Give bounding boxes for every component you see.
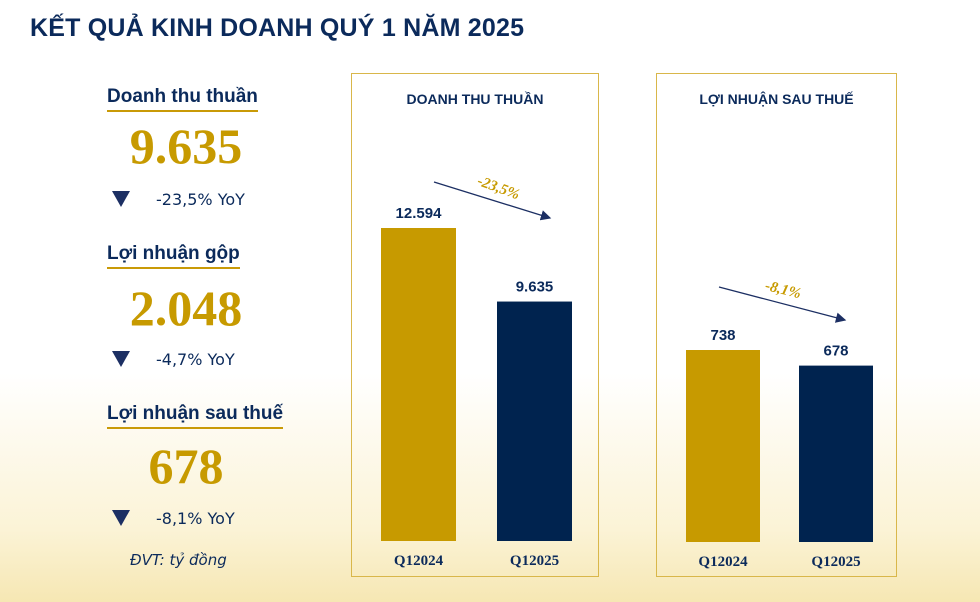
down-triangle-icon xyxy=(112,350,130,367)
bar-Q12024 xyxy=(686,350,760,542)
kpi-yoy: -4,7% YoY xyxy=(156,350,235,369)
category-label: Q12024 xyxy=(698,554,748,570)
data-label: 738 xyxy=(710,327,735,344)
kpi-label: Doanh thu thuần xyxy=(107,86,258,112)
bar-Q12024 xyxy=(381,228,456,541)
change-annotation: -8,1% xyxy=(763,278,802,302)
data-label: 12.594 xyxy=(396,205,443,222)
kpi-label: Lợi nhuận sau thuế xyxy=(107,403,284,429)
category-label: Q12025 xyxy=(811,554,860,570)
kpi-yoy: -23,5% YoY xyxy=(156,190,245,209)
chart-net-profit: LỢI NHUẬN SAU THUẾ 738 Q12024 678 Q12025 -8,1… xyxy=(656,73,897,577)
page-title: KẾT QUẢ KINH DOANH QUÝ 1 NĂM 2025 xyxy=(30,14,525,42)
change-annotation: -23,5% xyxy=(475,173,522,203)
down-triangle-icon xyxy=(112,190,130,207)
kpi-value: 9.635 xyxy=(129,118,243,174)
trend-arrow xyxy=(718,286,847,323)
kpi-value: 678 xyxy=(148,438,224,494)
chart-svg: DOANH THU THUẦN 12.594 Q12024 9.635 Q12025 -2… xyxy=(381,91,572,569)
unit-note: ĐVT: tỷ đồng xyxy=(130,551,227,569)
trend-arrow xyxy=(433,181,552,221)
bar-Q12025 xyxy=(799,365,873,542)
category-label: Q12024 xyxy=(394,553,444,569)
chart-title: LỢI NHUẬN SAU THUẾ xyxy=(699,90,853,107)
chart-revenue: DOANH THU THUẦN 12.594 Q12024 9.635 Q12025 -2… xyxy=(351,73,599,577)
kpi-yoy: -8,1% YoY xyxy=(156,509,235,528)
kpi-label: Lợi nhuận gộp xyxy=(107,243,240,269)
data-label: 9.635 xyxy=(516,279,554,296)
chart-title: DOANH THU THUẦN xyxy=(407,91,544,107)
bar-Q12025 xyxy=(497,301,572,541)
chart-svg: LỢI NHUẬN SAU THUẾ 738 Q12024 678 Q12025 -8,1… xyxy=(686,90,873,570)
data-label: 678 xyxy=(823,343,848,360)
kpi-value: 2.048 xyxy=(129,280,243,336)
down-triangle-icon xyxy=(112,509,130,526)
category-label: Q12025 xyxy=(510,553,559,569)
